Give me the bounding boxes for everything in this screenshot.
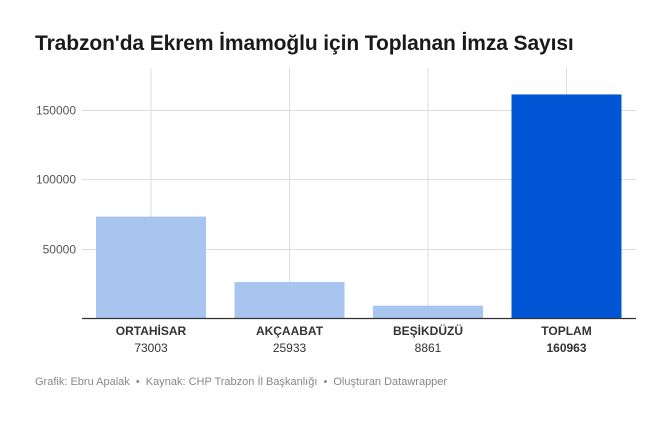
category-label: BEŞİKDÜZÜ bbox=[393, 323, 463, 338]
footer-credits: Grafik: Ebru Apalak • Kaynak: CHP Trabzo… bbox=[35, 376, 447, 388]
y-tick-label: 100000 bbox=[36, 173, 76, 187]
value-label: 25933 bbox=[273, 341, 307, 355]
bar-2 bbox=[234, 281, 345, 318]
y-axis-ticks: 50000 100000 150000 bbox=[36, 104, 76, 257]
footer-separator: • bbox=[135, 376, 140, 388]
category-label: AKÇAABAT bbox=[256, 324, 324, 338]
bar-1 bbox=[96, 216, 206, 318]
x-axis-labels: ORTAHİSAR 73003 AKÇAABAT 25933 BEŞİKDÜZÜ 8861… bbox=[116, 323, 592, 355]
y-tick-label: 50000 bbox=[43, 243, 77, 257]
footer-tool: Oluşturan Datawrapper bbox=[333, 376, 448, 388]
value-label: 8861 bbox=[415, 341, 442, 355]
footer-source: Kaynak: CHP Trabzon İl Başkanlığı bbox=[145, 376, 318, 388]
bar-3 bbox=[373, 305, 483, 318]
category-label: TOPLAM bbox=[541, 324, 591, 338]
bars bbox=[96, 94, 622, 318]
footer-separator: • bbox=[323, 376, 328, 388]
value-label: 73003 bbox=[134, 341, 168, 355]
bar-4 bbox=[511, 94, 622, 318]
y-tick-label: 150000 bbox=[36, 104, 76, 118]
value-label: 160963 bbox=[546, 341, 586, 355]
footer-author: Grafik: Ebru Apalak bbox=[35, 376, 130, 388]
category-label: ORTAHİSAR bbox=[116, 323, 187, 338]
chart-title: Trabzon'da Ekrem İmamoğlu için Toplanan … bbox=[35, 32, 574, 55]
